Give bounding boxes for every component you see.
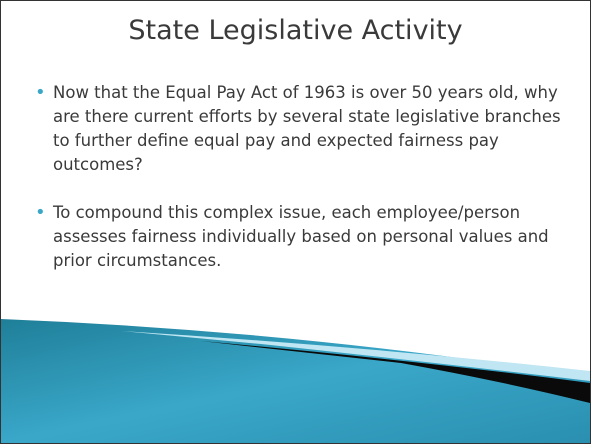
bullet: • To compound this complex issue, each em…	[31, 201, 579, 273]
bullet-dot: •	[35, 202, 46, 223]
bullet-text: Now that the Equal Pay Act of 1963 is ov…	[53, 83, 561, 174]
slide-title: State Legislative Activity	[128, 15, 463, 46]
bullet-list: • Now that the Equal Pay Act of 1963 is o…	[31, 81, 579, 297]
teal-band	[1, 319, 590, 443]
bullet-text: To compound this complex issue, each emp…	[53, 203, 549, 270]
bullet: • Now that the Equal Pay Act of 1963 is o…	[31, 81, 579, 177]
bullet-dot: •	[35, 82, 46, 103]
